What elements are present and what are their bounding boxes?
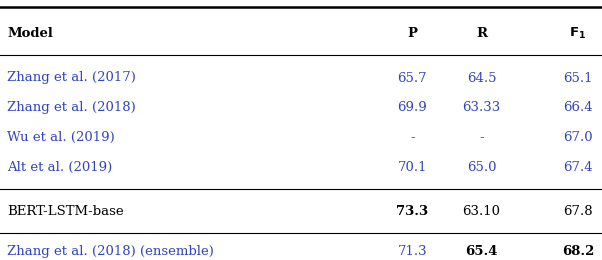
Text: Zhang et al. (2018) (ensemble): Zhang et al. (2018) (ensemble)	[7, 245, 214, 258]
Text: 70.1: 70.1	[397, 161, 427, 174]
Text: Zhang et al. (2017): Zhang et al. (2017)	[7, 72, 136, 84]
Text: R: R	[476, 27, 487, 40]
Text: 65.0: 65.0	[467, 161, 497, 174]
Text: P: P	[408, 27, 417, 40]
Text: 69.9: 69.9	[397, 101, 427, 114]
Text: 68.2: 68.2	[562, 245, 594, 258]
Text: Wu et al. (2019): Wu et al. (2019)	[7, 131, 115, 144]
Text: 65.7: 65.7	[397, 72, 427, 84]
Text: 63.10: 63.10	[462, 205, 501, 218]
Text: 65.1: 65.1	[563, 72, 593, 84]
Text: Alt et al. (2019): Alt et al. (2019)	[7, 161, 113, 174]
Text: Zhang et al. (2018): Zhang et al. (2018)	[7, 101, 136, 114]
Text: 67.4: 67.4	[563, 161, 593, 174]
Text: 66.4: 66.4	[563, 101, 593, 114]
Text: 67.8: 67.8	[563, 205, 593, 218]
Text: 64.5: 64.5	[467, 72, 497, 84]
Text: 67.0: 67.0	[563, 131, 593, 144]
Text: 63.33: 63.33	[462, 101, 501, 114]
Text: Model: Model	[7, 27, 53, 40]
Text: -: -	[410, 131, 415, 144]
Text: $\mathbf{F_1}$: $\mathbf{F_1}$	[569, 26, 586, 41]
Text: 65.4: 65.4	[465, 245, 498, 258]
Text: 73.3: 73.3	[396, 205, 429, 218]
Text: BERT-LSTM-base: BERT-LSTM-base	[7, 205, 124, 218]
Text: 71.3: 71.3	[397, 245, 427, 258]
Text: -: -	[479, 131, 484, 144]
